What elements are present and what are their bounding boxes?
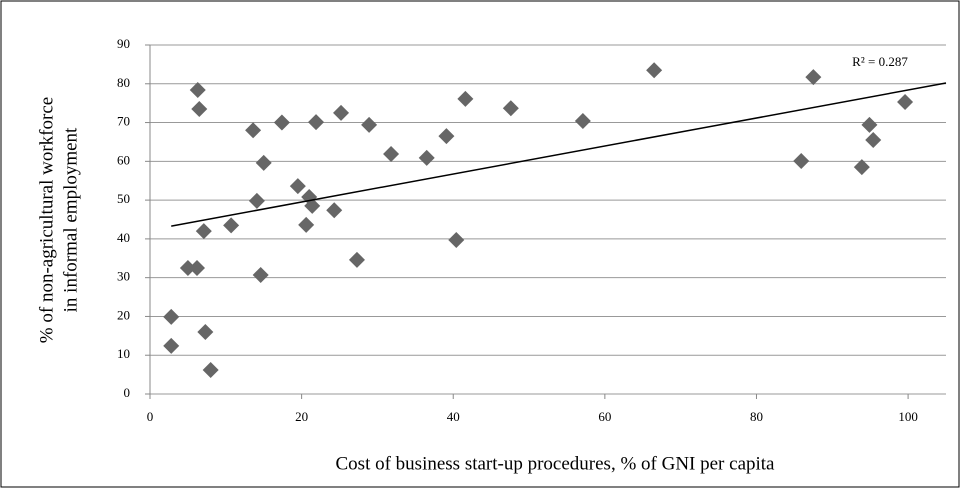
point xyxy=(255,154,272,171)
annotation: R² = 0.287 xyxy=(852,54,908,69)
point xyxy=(163,337,180,354)
point xyxy=(348,251,365,268)
y-axis-title: in informal employment xyxy=(60,127,81,312)
point xyxy=(333,104,350,121)
point xyxy=(289,178,306,195)
point xyxy=(195,223,212,240)
point xyxy=(189,259,206,276)
point xyxy=(574,113,591,130)
y-tick-label: 10 xyxy=(117,346,130,361)
x-tick-label: 100 xyxy=(898,409,918,424)
y-tick-label: 40 xyxy=(117,230,130,245)
point xyxy=(361,116,378,133)
point xyxy=(418,149,435,166)
y-tick-label: 30 xyxy=(117,269,130,284)
trendline xyxy=(171,82,947,227)
point xyxy=(202,361,219,378)
point xyxy=(383,145,400,162)
point xyxy=(805,69,822,86)
x-tick-label: 60 xyxy=(598,409,611,424)
point xyxy=(502,100,519,117)
point xyxy=(853,159,870,176)
point xyxy=(163,308,180,325)
y-tick-label: 90 xyxy=(117,36,130,51)
x-axis-title: Cost of business start-up procedures, % … xyxy=(336,453,776,474)
point xyxy=(861,116,878,133)
point xyxy=(179,259,196,276)
point xyxy=(865,132,882,149)
point xyxy=(897,94,914,111)
y-tick-label: 20 xyxy=(117,307,130,322)
point xyxy=(448,232,465,249)
x-tick-label: 40 xyxy=(447,409,460,424)
point xyxy=(273,114,290,131)
y-tick-label: 60 xyxy=(117,152,130,167)
x-tick-label: 80 xyxy=(750,409,763,424)
point xyxy=(308,114,325,131)
point xyxy=(252,266,269,283)
point xyxy=(793,152,810,169)
point xyxy=(646,62,663,79)
point xyxy=(191,100,208,117)
point xyxy=(248,192,265,209)
point xyxy=(223,217,240,234)
x-tick-label: 20 xyxy=(295,409,308,424)
point xyxy=(298,216,315,233)
point xyxy=(245,122,262,139)
point xyxy=(457,90,474,107)
point xyxy=(438,128,455,145)
y-tick-label: 70 xyxy=(117,114,130,129)
y-tick-label: 80 xyxy=(117,75,130,90)
y-tick-label: 0 xyxy=(124,385,131,400)
point xyxy=(304,197,321,214)
y-tick-label: 50 xyxy=(117,191,130,206)
y-axis-title: % of non-agricultural workforce xyxy=(36,97,57,343)
point xyxy=(189,81,206,98)
x-tick-label: 0 xyxy=(147,409,154,424)
point xyxy=(326,202,343,219)
point xyxy=(197,323,214,340)
